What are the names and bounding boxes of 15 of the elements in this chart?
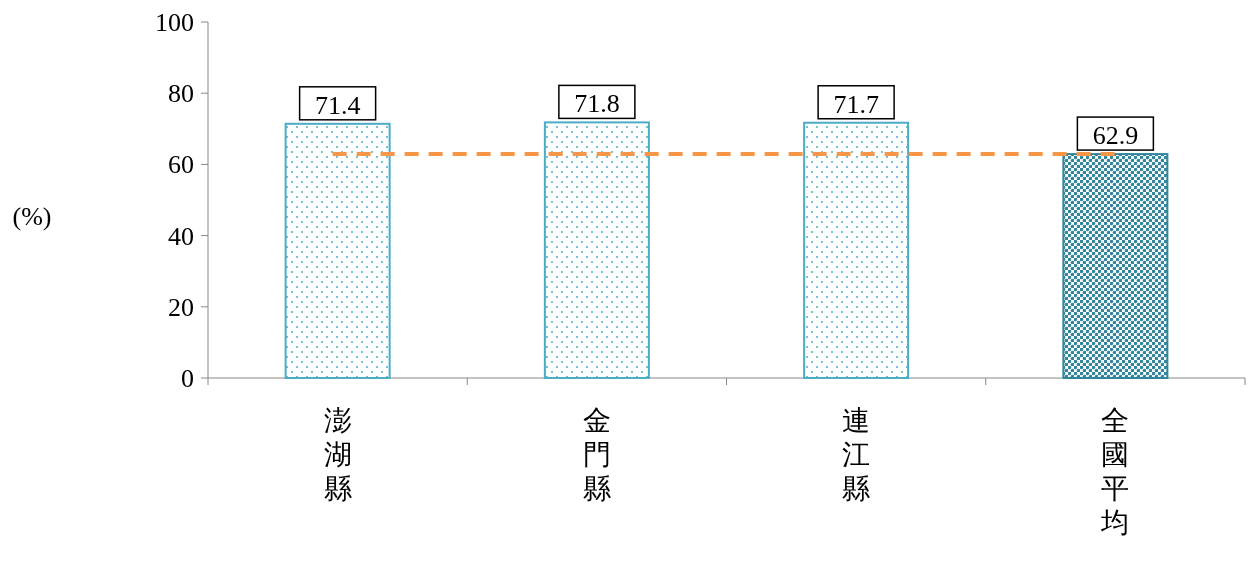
y-tick-label: 80	[168, 79, 194, 109]
x-tick-label: 全國平均	[1100, 405, 1130, 538]
x-tick-label: 澎湖縣	[323, 405, 352, 504]
data-label: 71.7	[833, 89, 879, 119]
data-label: 71.8	[574, 89, 620, 119]
y-tick-label: 20	[168, 292, 194, 322]
y-tick-label: 100	[155, 8, 194, 37]
x-tick-label: 連江縣	[842, 405, 871, 504]
y-tick-label: 60	[168, 150, 194, 180]
y-axis-title: (%)	[12, 202, 52, 231]
data-label: 71.4	[314, 90, 361, 120]
y-tick-label: 0	[181, 364, 194, 393]
x-tick-label: 金門縣	[582, 405, 611, 504]
y-tick-label: 40	[168, 221, 194, 251]
data-label: 62.9	[1092, 121, 1139, 151]
